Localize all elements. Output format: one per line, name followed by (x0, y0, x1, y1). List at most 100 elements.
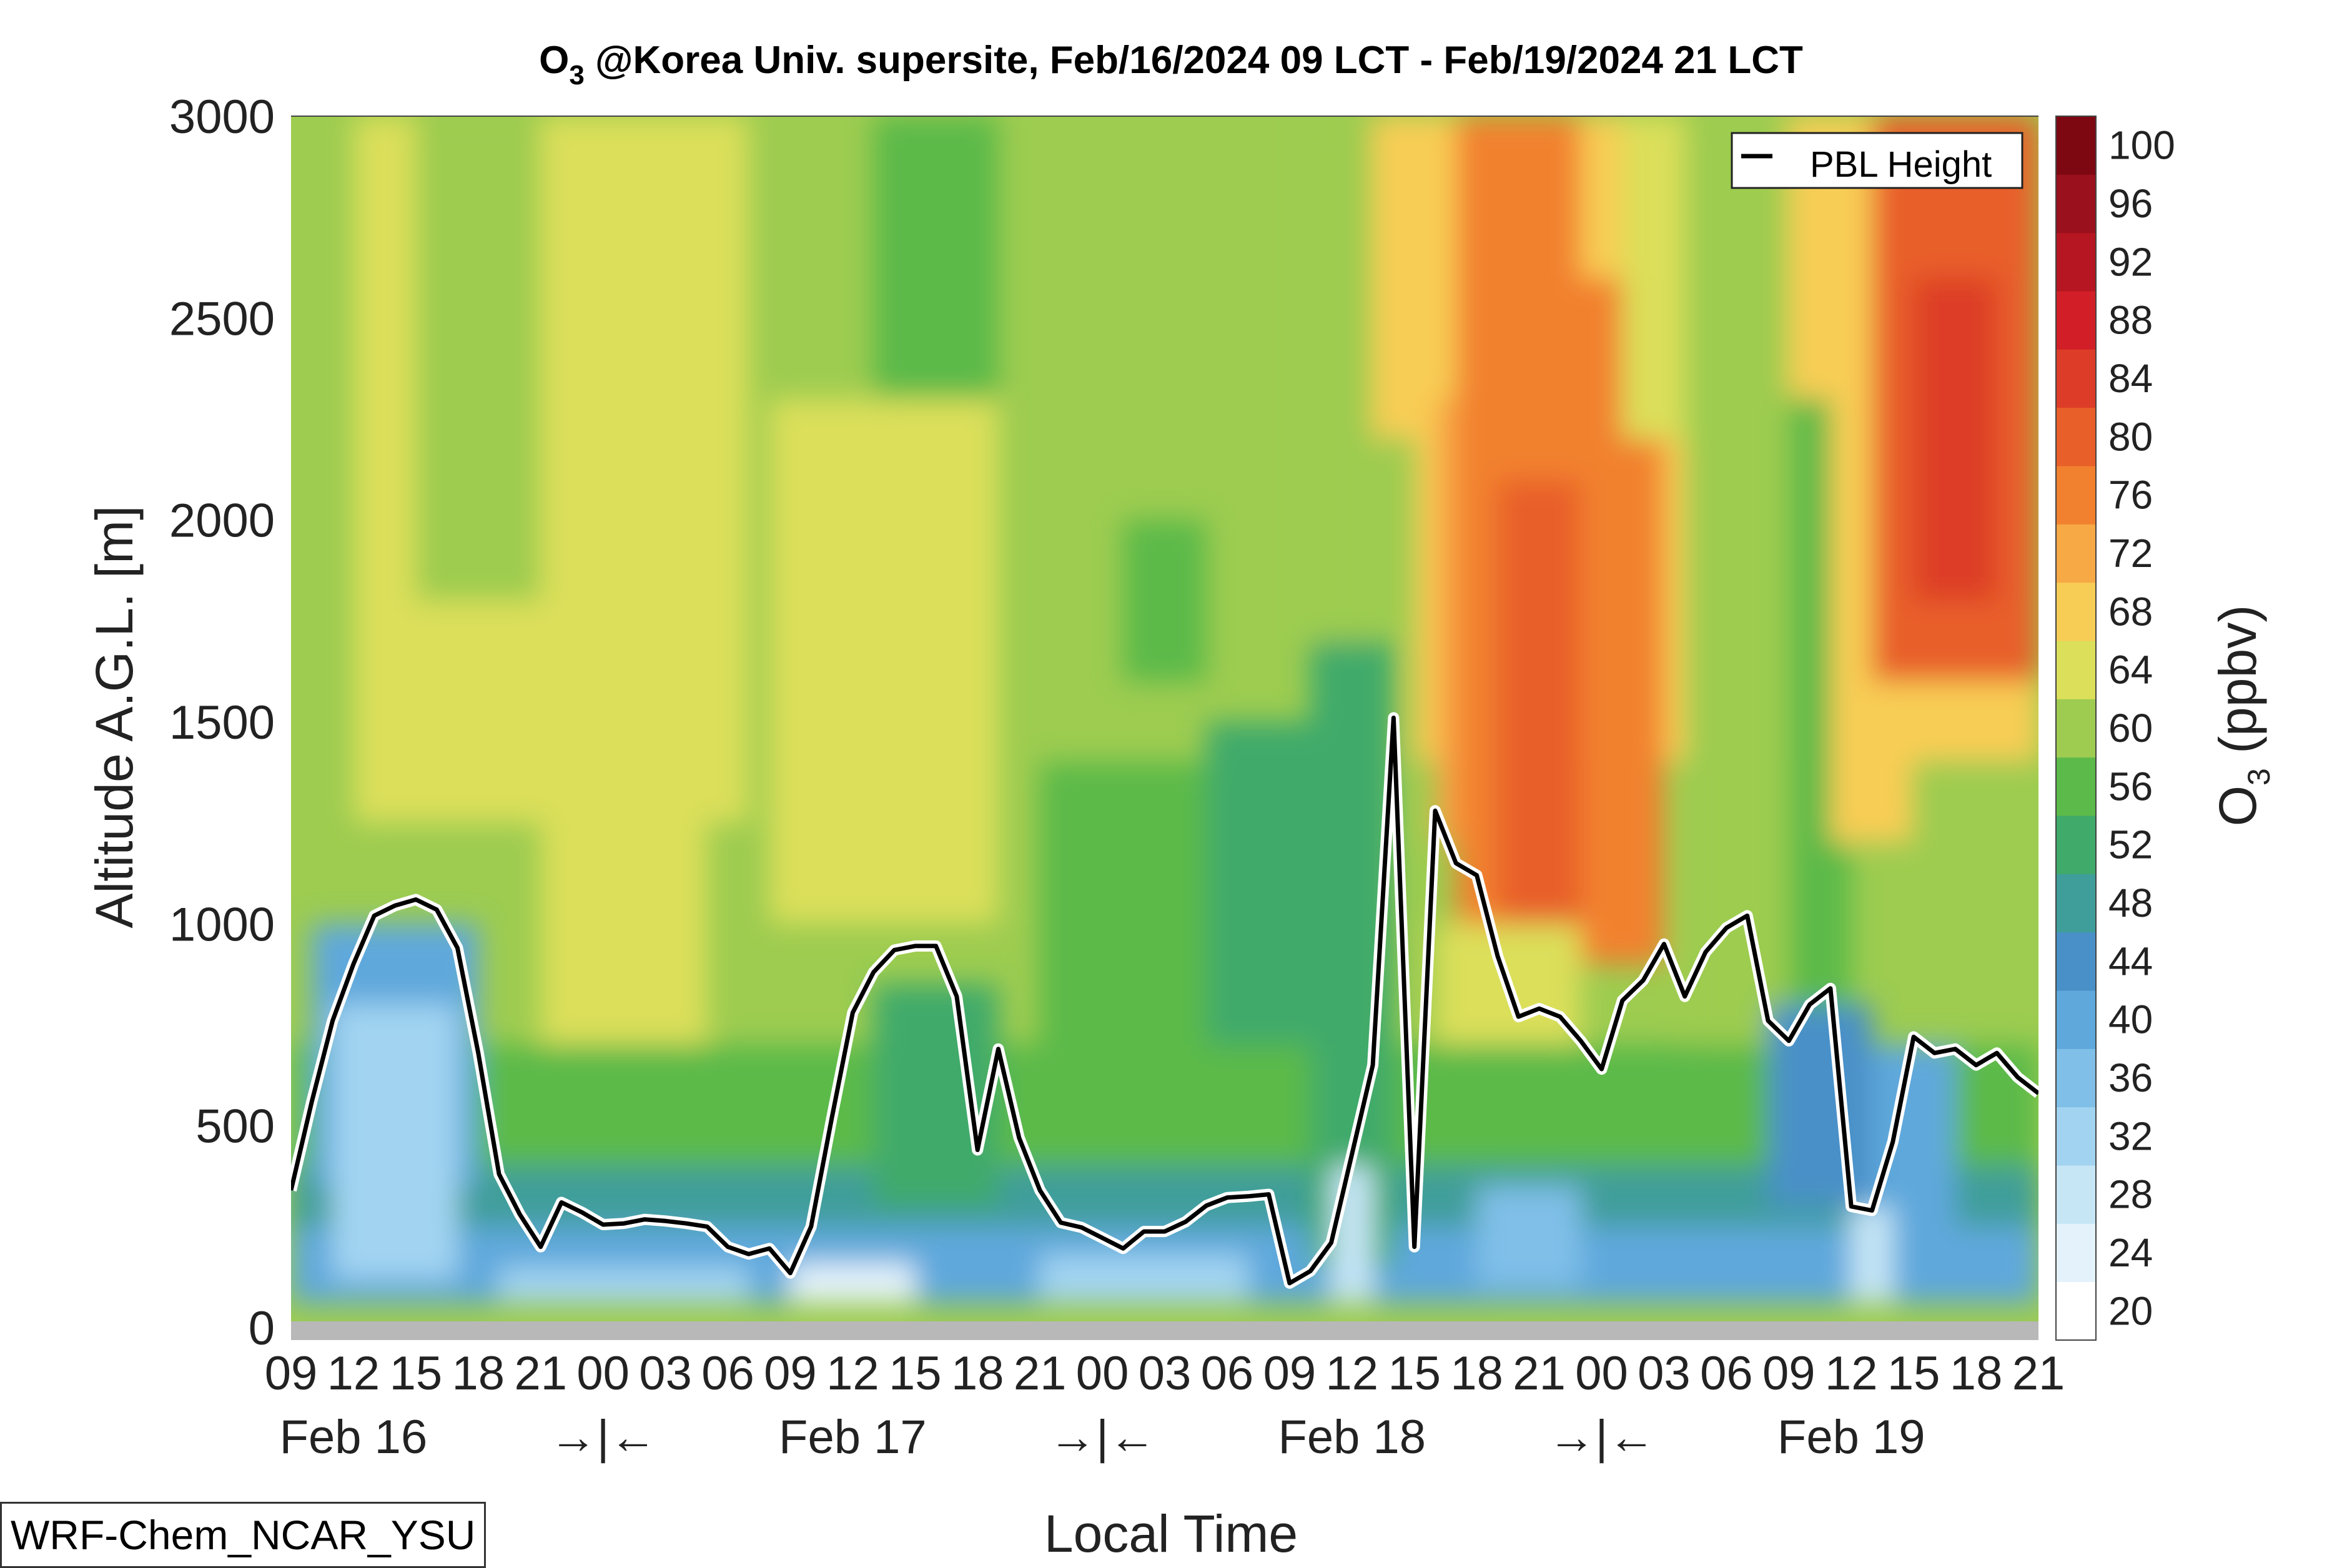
x-tick-label: 15 (1388, 1347, 1441, 1400)
colorbar-tick-label: 100 (2108, 123, 2175, 168)
colorbar-frame (2055, 116, 2097, 1341)
colorbar-segment (2056, 407, 2096, 466)
date-label: →|← (550, 1411, 657, 1464)
ozone-patch-26 (332, 1004, 458, 1280)
colorbar-segment (2056, 582, 2096, 641)
colorbar-segment (2056, 466, 2096, 525)
colorbar-segment (2056, 1281, 2096, 1341)
x-tick-label: 06 (1201, 1347, 1254, 1400)
ozone-patch-32 (1851, 1206, 1893, 1304)
x-tick-label: 18 (1450, 1347, 1503, 1400)
date-label: →|← (1548, 1411, 1656, 1464)
date-label: Feb 19 (1777, 1411, 1925, 1464)
ozone-patch-15 (1622, 116, 1685, 440)
x-tick-label: 21 (1014, 1347, 1067, 1400)
ozone-patch-13 (1497, 480, 1581, 924)
date-label: Feb 18 (1278, 1411, 1426, 1464)
ozone-patch-20 (1914, 277, 1997, 601)
y-axis-ticks: 0 500 1000 1500 2000 2500 3000 (169, 91, 275, 1355)
x-tick-label: 21 (2012, 1347, 2065, 1400)
colorbar-tick-label: 40 (2108, 997, 2153, 1042)
colorbar-tick-label: 56 (2108, 764, 2153, 809)
y-tick-label: 1000 (169, 898, 275, 951)
colorbar-tick-label: 24 (2108, 1230, 2153, 1275)
date-label: Feb 16 (280, 1411, 428, 1464)
y-tick-label: 1500 (169, 696, 275, 749)
colorbar-segment (2056, 291, 2096, 350)
y-tick-label: 2500 (169, 292, 275, 345)
ozone-field (291, 116, 2038, 1328)
x-tick-label: 00 (1076, 1347, 1129, 1400)
colorbar-tick-label: 44 (2108, 939, 2153, 984)
ground-strip (291, 1321, 2038, 1340)
colorbar-ticks: 20 24 28 32 36 40 44 48 52 56 60 64 68 72 76 80 84 88 92 96… (2108, 123, 2175, 1334)
x-tick-label: 15 (1887, 1347, 1940, 1400)
colorbar-segment (2056, 641, 2096, 699)
colorbar-segment (2056, 349, 2096, 408)
x-tick-label: 00 (1575, 1347, 1628, 1400)
x-tick-label: 18 (951, 1347, 1004, 1400)
colorbar-segment (2056, 1048, 2096, 1108)
colorbar-tick-label: 32 (2108, 1113, 2153, 1158)
x-tick-label: 12 (1825, 1347, 1878, 1400)
colorbar-tick-label: 88 (2108, 298, 2153, 343)
model-label: WRF-Chem_NCAR_YSU (0, 1502, 487, 1568)
date-labels: Feb 16 →|← Feb 17 →|← Feb 18 →|← Feb 19 (280, 1411, 1925, 1464)
x-tick-label: 12 (327, 1347, 380, 1400)
x-tick-label: 03 (1638, 1347, 1691, 1400)
legend-box (1731, 132, 2023, 189)
x-tick-label: 03 (639, 1347, 692, 1400)
x-tick-label: 18 (452, 1347, 505, 1400)
colorbar-tick-label: 76 (2108, 473, 2153, 518)
y-tick-label: 3000 (169, 91, 275, 144)
x-tick-label: 18 (1950, 1347, 2003, 1400)
colorbar-segment (2056, 1165, 2096, 1224)
ozone-patch-27 (873, 984, 999, 1206)
ozone-patch-3 (769, 398, 999, 924)
ozone-patch-16 (1684, 116, 1789, 1166)
colorbar-segment (2056, 932, 2096, 991)
x-tick-label: 12 (1326, 1347, 1379, 1400)
colorbar-segment (2056, 874, 2096, 933)
legend-label-pbl: PBL Height (1810, 144, 1992, 185)
colorbar-tick-label: 84 (2108, 356, 2153, 401)
y-tick-label: 500 (195, 1100, 275, 1153)
x-tick-label: 06 (701, 1347, 754, 1400)
y-axis-label: Altitude A.G.L. [m] (85, 506, 144, 929)
colorbar-tick-label: 60 (2108, 706, 2153, 751)
x-tick-label: 00 (576, 1347, 630, 1400)
colorbar-tick-label: 20 (2108, 1288, 2153, 1333)
x-axis-label: Local Time (1044, 1504, 1298, 1561)
colorbar-tick-label: 72 (2108, 531, 2153, 576)
colorbar-segment (2056, 816, 2096, 874)
x-tick-label: 12 (826, 1347, 879, 1400)
date-label: →|← (1049, 1411, 1156, 1464)
colorbar-tick-label: 96 (2108, 181, 2153, 226)
colorbar-segment (2056, 116, 2096, 175)
x-tick-label: 03 (1139, 1347, 1192, 1400)
ozone-patch-2 (873, 116, 999, 399)
y-tick-label: 2000 (169, 495, 275, 548)
colorbar-segment (2056, 990, 2096, 1049)
colorbar-label: O3 (ppbv) (2208, 605, 2276, 827)
colorbar-tick-label: 48 (2108, 880, 2153, 925)
colorbar-segment (2056, 699, 2096, 758)
colorbar-tick-label: 80 (2108, 414, 2153, 459)
colorbar-tick-label: 52 (2108, 822, 2153, 867)
pbl-line-group (291, 712, 2038, 1289)
date-label: Feb 17 (779, 1411, 927, 1464)
x-tick-label: 15 (390, 1347, 443, 1400)
legend: PBL Height (1731, 132, 2023, 189)
chart-title: O3 @Korea Univ. supersite, Feb/16/2024 0… (539, 39, 1803, 91)
ozone-patch-5 (1123, 520, 1207, 682)
y-tick-label: 0 (249, 1302, 275, 1355)
x-tick-label: 06 (1700, 1347, 1753, 1400)
colorbar-tick-label: 64 (2108, 648, 2153, 693)
ozone-patch-36 (499, 1267, 749, 1304)
colorbar-tick-label: 36 (2108, 1055, 2153, 1100)
ozone-patch-0 (353, 116, 749, 823)
colorbar (2056, 116, 2096, 1341)
x-tick-label: 09 (1263, 1347, 1317, 1400)
ozone-patch-33 (1476, 1186, 1581, 1288)
